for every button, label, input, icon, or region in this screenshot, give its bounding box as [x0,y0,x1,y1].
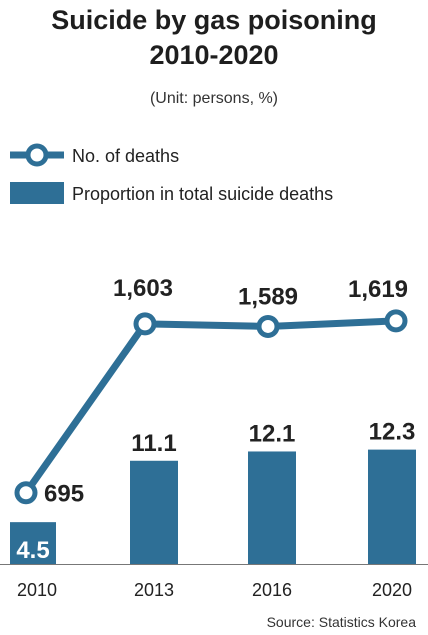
bar-series: 4.5 11.1 12.1 12.3 [10,419,416,564]
legend-marker-icon [25,143,49,167]
line-series: 695 1,603 1,589 1,619 [14,275,408,508]
deaths-value-label-2013: 1,603 [113,275,173,302]
deaths-point-2020 [384,309,408,333]
bar-value-label-2013: 11.1 [131,430,176,457]
legend-label-deaths: No. of deaths [72,146,179,166]
bar-value-label-2020: 12.3 [369,419,416,446]
chart-title-line-2: 2010-2020 [149,40,278,70]
deaths-value-label-2020: 1,619 [348,276,408,303]
deaths-line [23,317,397,495]
legend-label-proportion: Proportion in total suicide deaths [72,184,333,204]
unit-note: (Unit: persons, %) [150,90,278,107]
bar-2020 [368,449,416,564]
deaths-point-2016 [256,314,280,338]
bar-value-label-2010: 4.5 [16,537,49,564]
deaths-point-2010 [14,481,38,505]
source-note: Source: Statistics Korea [267,614,417,630]
bar-value-label-2016: 12.1 [249,420,296,447]
deaths-value-label-2016: 1,589 [238,283,298,310]
x-axis: 2010 2013 2016 2020 [0,564,428,600]
x-tick-label-2016: 2016 [252,580,292,600]
x-tick-label-2013: 2013 [134,580,174,600]
chart-title-line-1: Suicide by gas poisoning [51,5,377,35]
x-tick-label-2020: 2020 [372,580,412,600]
deaths-point-2013 [133,312,157,336]
legend: No. of deaths Proportion in total suicid… [10,143,333,204]
x-tick-label-2010: 2010 [17,580,57,600]
bar-2016 [248,451,296,564]
deaths-value-label-2010: 695 [44,481,84,508]
bar-2013 [130,460,178,564]
bar-2010 [10,522,56,564]
legend-bar-swatch [10,182,64,204]
